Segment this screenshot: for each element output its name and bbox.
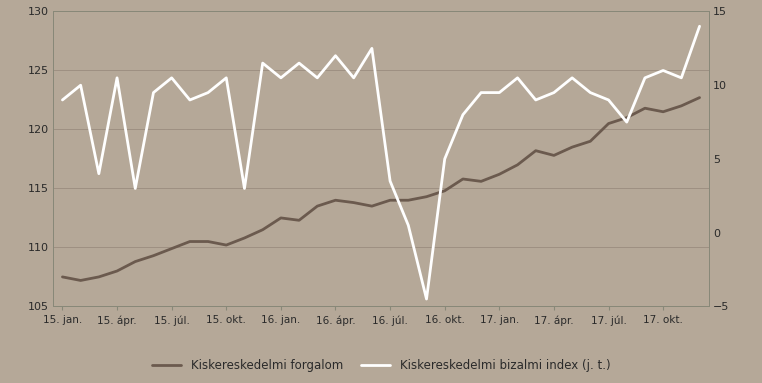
Kiskereskedelmi forgalom	[222, 243, 231, 247]
Kiskereskedelmi bizalmi index (j. t.)	[604, 98, 613, 102]
Kiskereskedelmi forgalom	[568, 145, 577, 149]
Kiskereskedelmi forgalom	[149, 254, 158, 258]
Kiskereskedelmi bizalmi index (j. t.)	[277, 75, 286, 80]
Kiskereskedelmi bizalmi index (j. t.)	[294, 61, 303, 65]
Kiskereskedelmi forgalom	[277, 216, 286, 220]
Kiskereskedelmi bizalmi index (j. t.)	[622, 120, 631, 124]
Kiskereskedelmi bizalmi index (j. t.)	[58, 98, 67, 102]
Kiskereskedelmi bizalmi index (j. t.)	[476, 90, 485, 95]
Kiskereskedelmi bizalmi index (j. t.)	[167, 75, 176, 80]
Kiskereskedelmi forgalom	[203, 239, 213, 244]
Kiskereskedelmi bizalmi index (j. t.)	[386, 179, 395, 183]
Kiskereskedelmi forgalom	[658, 110, 668, 114]
Kiskereskedelmi bizalmi index (j. t.)	[695, 24, 704, 29]
Kiskereskedelmi forgalom	[349, 200, 358, 205]
Kiskereskedelmi forgalom	[185, 239, 194, 244]
Kiskereskedelmi forgalom	[76, 278, 85, 283]
Kiskereskedelmi forgalom	[58, 275, 67, 279]
Kiskereskedelmi bizalmi index (j. t.)	[149, 90, 158, 95]
Kiskereskedelmi bizalmi index (j. t.)	[549, 90, 559, 95]
Kiskereskedelmi bizalmi index (j. t.)	[513, 75, 522, 80]
Kiskereskedelmi forgalom	[113, 269, 122, 273]
Kiskereskedelmi forgalom	[422, 195, 431, 199]
Kiskereskedelmi bizalmi index (j. t.)	[113, 75, 122, 80]
Kiskereskedelmi bizalmi index (j. t.)	[185, 98, 194, 102]
Kiskereskedelmi bizalmi index (j. t.)	[404, 223, 413, 228]
Kiskereskedelmi forgalom	[404, 198, 413, 203]
Kiskereskedelmi forgalom	[94, 275, 104, 279]
Kiskereskedelmi bizalmi index (j. t.)	[658, 68, 668, 73]
Kiskereskedelmi forgalom	[622, 115, 631, 120]
Kiskereskedelmi forgalom	[240, 236, 249, 240]
Kiskereskedelmi bizalmi index (j. t.)	[640, 75, 649, 80]
Kiskereskedelmi bizalmi index (j. t.)	[531, 98, 540, 102]
Kiskereskedelmi forgalom	[294, 218, 303, 223]
Kiskereskedelmi forgalom	[367, 204, 376, 208]
Kiskereskedelmi forgalom	[312, 204, 322, 208]
Kiskereskedelmi forgalom	[513, 162, 522, 167]
Kiskereskedelmi bizalmi index (j. t.)	[203, 90, 213, 95]
Line: Kiskereskedelmi forgalom: Kiskereskedelmi forgalom	[62, 98, 700, 280]
Kiskereskedelmi forgalom	[495, 172, 504, 177]
Kiskereskedelmi bizalmi index (j. t.)	[94, 172, 104, 176]
Kiskereskedelmi forgalom	[640, 106, 649, 111]
Kiskereskedelmi bizalmi index (j. t.)	[677, 75, 686, 80]
Line: Kiskereskedelmi bizalmi index (j. t.): Kiskereskedelmi bizalmi index (j. t.)	[62, 26, 700, 299]
Kiskereskedelmi forgalom	[531, 148, 540, 153]
Kiskereskedelmi forgalom	[331, 198, 340, 203]
Kiskereskedelmi bizalmi index (j. t.)	[459, 113, 468, 117]
Kiskereskedelmi bizalmi index (j. t.)	[131, 186, 140, 191]
Kiskereskedelmi forgalom	[677, 103, 686, 108]
Kiskereskedelmi bizalmi index (j. t.)	[258, 61, 267, 65]
Kiskereskedelmi forgalom	[476, 179, 485, 184]
Kiskereskedelmi bizalmi index (j. t.)	[240, 186, 249, 191]
Kiskereskedelmi forgalom	[695, 95, 704, 100]
Kiskereskedelmi forgalom	[440, 188, 450, 193]
Legend: Kiskereskedelmi forgalom, Kiskereskedelmi bizalmi index (j. t.): Kiskereskedelmi forgalom, Kiskereskedelm…	[147, 355, 615, 377]
Kiskereskedelmi bizalmi index (j. t.)	[331, 53, 340, 58]
Kiskereskedelmi forgalom	[549, 153, 559, 158]
Kiskereskedelmi bizalmi index (j. t.)	[422, 297, 431, 301]
Kiskereskedelmi bizalmi index (j. t.)	[495, 90, 504, 95]
Kiskereskedelmi bizalmi index (j. t.)	[586, 90, 595, 95]
Kiskereskedelmi bizalmi index (j. t.)	[367, 46, 376, 51]
Kiskereskedelmi forgalom	[258, 228, 267, 232]
Kiskereskedelmi bizalmi index (j. t.)	[568, 75, 577, 80]
Kiskereskedelmi bizalmi index (j. t.)	[312, 75, 322, 80]
Kiskereskedelmi forgalom	[386, 198, 395, 203]
Kiskereskedelmi bizalmi index (j. t.)	[440, 157, 450, 161]
Kiskereskedelmi bizalmi index (j. t.)	[349, 75, 358, 80]
Kiskereskedelmi forgalom	[586, 139, 595, 144]
Kiskereskedelmi forgalom	[459, 177, 468, 181]
Kiskereskedelmi forgalom	[604, 121, 613, 126]
Kiskereskedelmi bizalmi index (j. t.)	[76, 83, 85, 87]
Kiskereskedelmi forgalom	[167, 246, 176, 251]
Kiskereskedelmi bizalmi index (j. t.)	[222, 75, 231, 80]
Kiskereskedelmi forgalom	[131, 259, 140, 264]
